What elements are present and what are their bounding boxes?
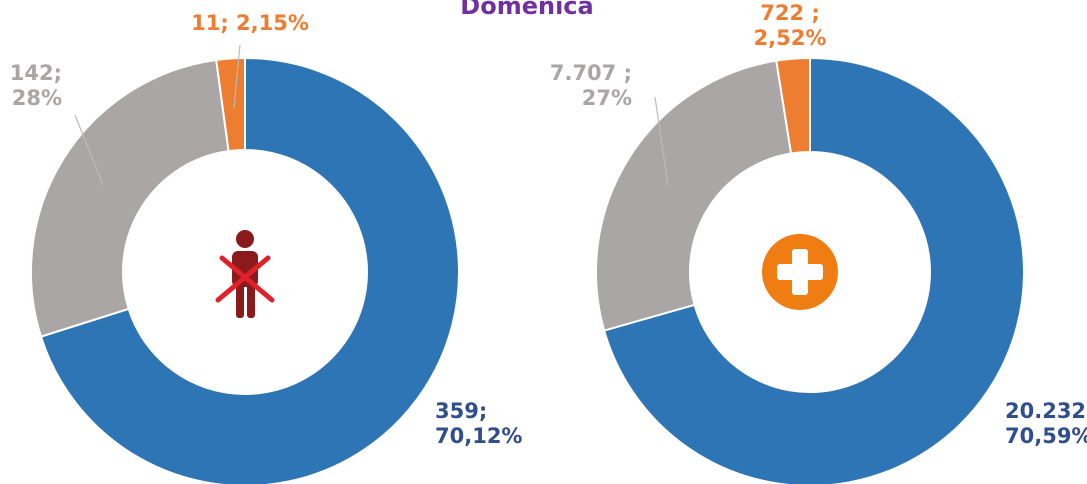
donuts: 359;70,12% 142;28% 11; 2,15% 20.232 ;70,59%…	[10, 1, 1087, 484]
value-label-line: 70,59%	[1005, 424, 1087, 448]
value-label: 11; 2,15%	[191, 11, 309, 35]
value-label: 7.707 ; 27%	[550, 61, 632, 110]
value-label-line: 20.232 ;	[1005, 399, 1087, 423]
leader-line	[74, 114, 104, 186]
value-label: 20.232 ;70,59%	[1005, 399, 1087, 448]
value-label-line: 2,52%	[754, 26, 827, 50]
value-label-line: 142;	[10, 61, 62, 85]
value-label-line: 70,12%	[435, 424, 522, 448]
leader-line	[233, 44, 241, 109]
value-label: 142; 28%	[10, 61, 62, 110]
value-label-line: 28%	[12, 86, 62, 110]
donut-slice	[775, 56, 811, 155]
leader-line	[654, 96, 669, 186]
donut-slice	[39, 56, 460, 484]
donut-slice	[215, 56, 246, 153]
value-label: 722 ; 2,52%	[754, 1, 827, 50]
donut-slice	[595, 59, 793, 332]
donut-slice	[602, 56, 1025, 484]
value-label-line: 11; 2,15%	[191, 11, 309, 35]
donut-slice	[30, 58, 230, 338]
health-icon	[762, 234, 838, 310]
value-label-line: 722 ;	[760, 1, 820, 25]
chart-title: Domenica	[460, 0, 593, 20]
value-label-line: 27%	[582, 86, 632, 110]
value-label-line: 359;	[435, 399, 487, 423]
person-icon	[215, 230, 275, 318]
value-label-line: 7.707 ;	[550, 61, 632, 85]
value-label: 359; 70,12%	[435, 399, 522, 448]
